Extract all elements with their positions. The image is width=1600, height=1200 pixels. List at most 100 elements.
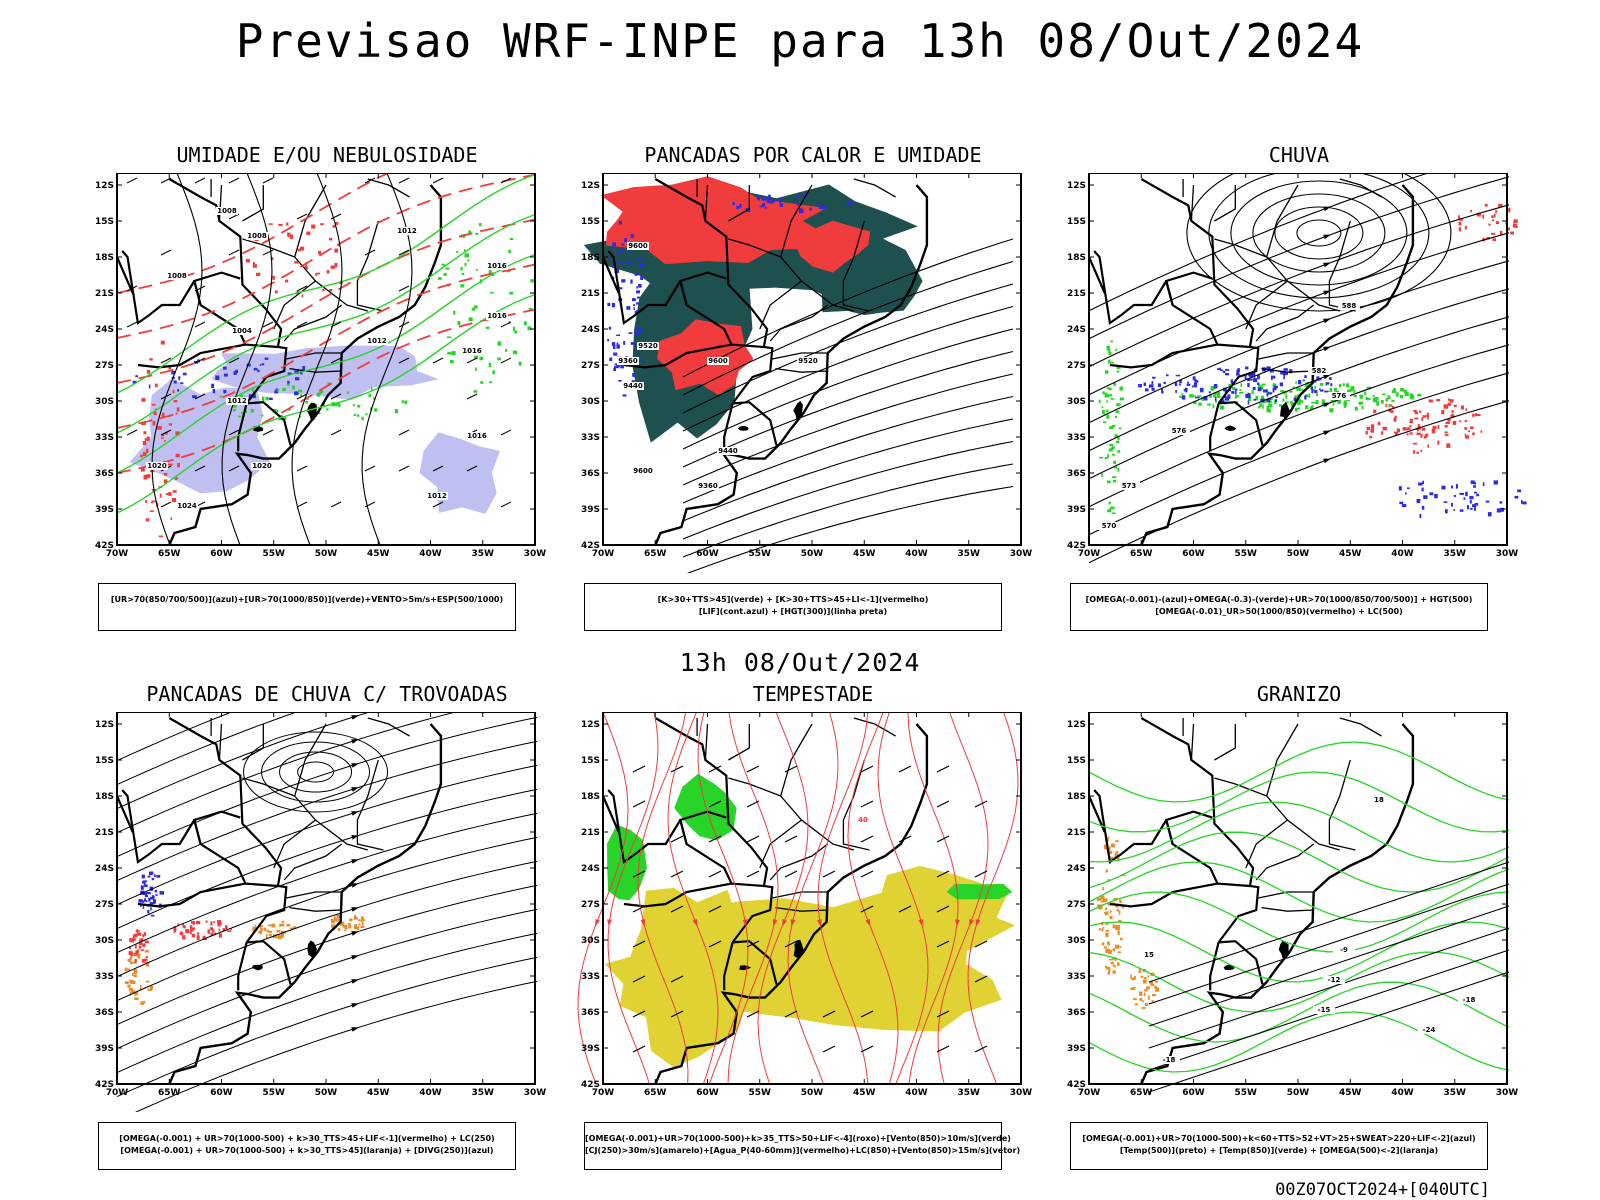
shaded-pixel (475, 269, 478, 271)
shaded-pixel (1321, 399, 1325, 404)
wind-vector (670, 835, 684, 843)
shaded-pixel (1465, 491, 1468, 497)
contour-label-bg (627, 242, 649, 250)
shaded-pixel (447, 352, 451, 355)
state-border (779, 184, 854, 312)
wind-vector (194, 357, 206, 364)
shaded-pixel (258, 925, 264, 928)
pressure-contour-green (116, 293, 536, 514)
wind-vector (746, 800, 760, 808)
shaded-pixel (1298, 380, 1302, 385)
shaded-pixel (1409, 420, 1413, 424)
shaded-pixel (771, 199, 776, 203)
shaded-pixel (1338, 383, 1342, 388)
contour-label-bg (216, 207, 238, 215)
shaded-pixel (1453, 495, 1457, 497)
shaded-pixel (145, 956, 148, 958)
lon-tick-label: 55W (749, 549, 772, 559)
shaded-pixel (1380, 399, 1384, 404)
shaded-pixel (1354, 406, 1358, 411)
shaded-pixel (490, 291, 494, 294)
shaded-pixel (636, 286, 638, 289)
state-border (286, 891, 342, 899)
temperature-500-contour (1148, 927, 1510, 1049)
shaded-pixel (1111, 453, 1115, 456)
contour-label-bg (1168, 427, 1190, 435)
shaded-pixel (129, 956, 132, 960)
shaded-pixel (1417, 424, 1420, 429)
contour-label: 9600 (633, 467, 653, 475)
shaded-pixel (1208, 393, 1212, 398)
wind-vector (860, 765, 874, 773)
shaded-pixel (333, 403, 338, 406)
shaded-pixel (252, 926, 257, 930)
lake (739, 965, 752, 971)
shaded-pixel (1343, 400, 1347, 405)
shaded-pixel (616, 344, 620, 349)
shaded-pixel (1474, 482, 1476, 485)
shaded-pixel (1099, 456, 1104, 459)
shaded-pixel (1098, 928, 1101, 931)
streamline-arrowhead (1323, 374, 1331, 380)
lon-tick-label: 55W (263, 1088, 286, 1098)
shaded-pixel (1329, 388, 1332, 391)
shaded-pixel (191, 933, 196, 938)
shaded-pixel (1174, 382, 1178, 387)
shaded-pixel (1213, 395, 1217, 398)
shaded-pixel (217, 920, 222, 924)
wind-vector (974, 870, 988, 878)
shaded-pixel (1266, 366, 1271, 371)
lon-tick-label: 35W (958, 1088, 981, 1098)
shaded-pixel (156, 875, 161, 878)
wind-vector (632, 1045, 646, 1053)
shaded-pixel (320, 223, 324, 226)
shaded-pixel (1240, 383, 1243, 387)
shaded-pixel (337, 928, 341, 931)
shaded-pixel (173, 928, 176, 933)
shaded-pixel (1119, 386, 1124, 391)
shaded-pixel (261, 363, 265, 366)
shaded-pixel (404, 400, 408, 405)
lon-tick-label: 35W (472, 549, 495, 559)
lat-tick-label: 33S (1067, 433, 1086, 443)
shaded-pixel (215, 375, 220, 380)
shaded-pixel (1187, 381, 1189, 384)
shaded-pixel (633, 304, 635, 307)
shaded-pixel (1451, 410, 1454, 413)
streamline-arrowhead (1323, 402, 1331, 408)
shaded-pixel (1110, 340, 1114, 343)
contour-label: -24 (1423, 1026, 1436, 1034)
shaded-pixel (635, 326, 638, 329)
contour-label-bg (797, 357, 819, 365)
streamline-arrowhead (351, 955, 359, 960)
streamline-850 (847, 712, 899, 1085)
shaded-pixel (1117, 857, 1120, 862)
shaded-pixel (1514, 495, 1519, 499)
temperature-850-contour (1088, 861, 1510, 923)
shaded-pixel (127, 959, 131, 962)
shaded-pixel (1458, 218, 1464, 221)
shaded-pixel (1470, 480, 1475, 485)
shaded-pixel (460, 267, 463, 271)
shaded-pixel (276, 929, 281, 933)
shaded-pixel (1421, 487, 1424, 492)
shaded-pixel (1260, 398, 1265, 403)
shaded-pixel (1139, 991, 1143, 996)
streamline-arrowhead (351, 811, 359, 816)
shaded-pixel (1113, 480, 1117, 483)
contour-label-bg (632, 467, 654, 475)
shaded-pixel (621, 279, 626, 283)
shaded-pixel (637, 328, 642, 333)
state-border (1261, 906, 1314, 912)
shaded-pixel (1249, 378, 1253, 381)
shaded-pixel (225, 925, 228, 930)
wind-vector (746, 835, 760, 843)
wind-vector (296, 393, 308, 400)
shaded-pixel (1269, 370, 1274, 373)
shaded-pixel (1296, 398, 1301, 403)
country-border (1165, 280, 1174, 306)
shaded-pixel (618, 379, 622, 382)
shaded-pixel (362, 921, 364, 926)
shaded-pixel (1472, 413, 1475, 417)
lon-tick-label: 55W (749, 1088, 772, 1098)
